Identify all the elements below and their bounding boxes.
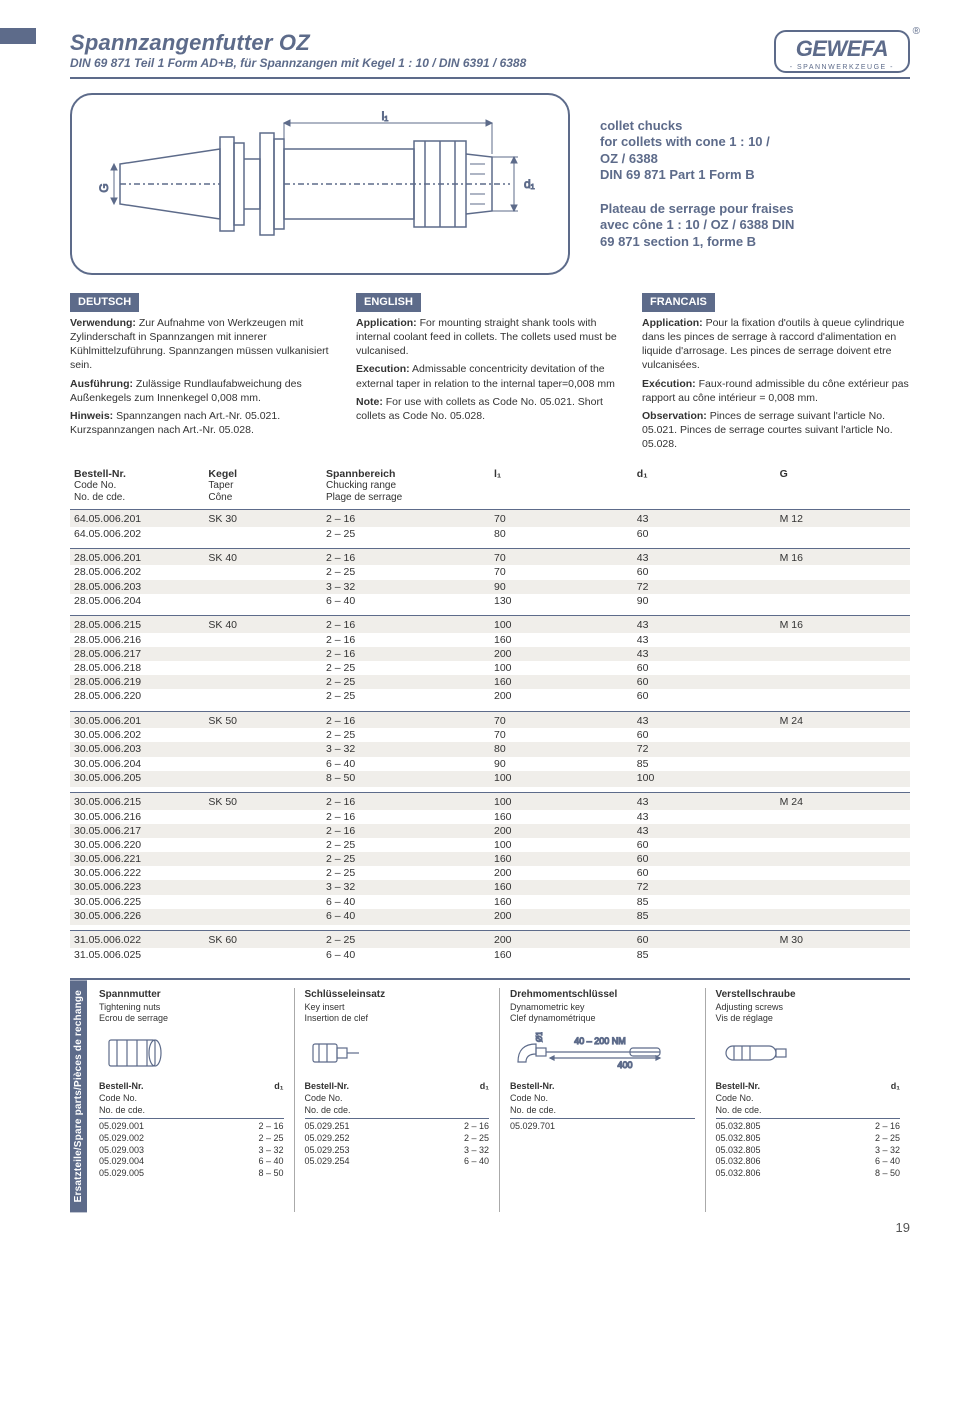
table-row: 64.05.006.201SK 302 – 167043M 12 xyxy=(70,510,910,527)
table-row: 30.05.006.2256 – 4016085 xyxy=(70,895,910,909)
page-subtitle: DIN 69 871 Teil 1 Form AD+B, für Spannza… xyxy=(70,56,526,70)
lang-de: DEUTSCH Verwendung: Zur Aufnahme von Wer… xyxy=(70,293,338,455)
spare-column: VerstellschraubeAdjusting screwsVis de r… xyxy=(705,988,911,1212)
table-row: 30.05.006.2033 – 328072 xyxy=(70,742,910,756)
table-row: 28.05.006.2182 – 2510060 xyxy=(70,661,910,675)
svg-text:Ø16: Ø16 xyxy=(535,1032,544,1042)
table-row: 30.05.006.2022 – 257060 xyxy=(70,728,910,742)
technical-drawing: l₁ d₁ G xyxy=(70,93,570,275)
spare-parts-tab: Ersatzteile/Spare parts/Pièces de rechan… xyxy=(70,980,87,1212)
spare-item: 05.029.2533 – 32 xyxy=(305,1145,490,1157)
col-g: G xyxy=(776,465,910,510)
spare-column: SchlüsseleinsatzKey insertInsertion de c… xyxy=(294,988,500,1212)
table-row: 28.05.006.2192 – 2516060 xyxy=(70,675,910,689)
table-row: 30.05.006.2266 – 4020085 xyxy=(70,909,910,925)
table-row: 30.05.006.201SK 502 – 167043M 24 xyxy=(70,712,910,729)
spare-item: 05.029.0046 – 40 xyxy=(99,1156,284,1168)
table-row: 30.05.006.2212 – 2516060 xyxy=(70,852,910,866)
table-row: 30.05.006.2172 – 1620043 xyxy=(70,824,910,838)
lang-en: ENGLISH Application: For mounting straig… xyxy=(356,293,624,455)
spare-parts-section: Ersatzteile/Spare parts/Pièces de rechan… xyxy=(70,978,910,1212)
spare-item: 05.029.701 xyxy=(510,1121,695,1133)
brand-logo: ® GEWEFA - SPANNWERKZEUGE - xyxy=(774,30,910,73)
spare-item: 05.032.8068 – 50 xyxy=(716,1168,901,1180)
registered-icon: ® xyxy=(913,26,920,37)
table-row: 28.05.006.2046 – 4013090 xyxy=(70,594,910,610)
table-row: 28.05.006.215SK 402 – 1610043M 16 xyxy=(70,616,910,633)
svg-text:400: 400 xyxy=(617,1060,632,1070)
col-code: Bestell-Nr. Code No. No. de cde. xyxy=(70,465,204,510)
lang-fr-head: FRANCAIS xyxy=(642,293,715,312)
col-taper: Kegel Taper Cône xyxy=(204,465,322,510)
lang-de-head: DEUTSCH xyxy=(70,293,139,312)
description-fr: Plateau de serrage pour fraises avec côn… xyxy=(600,201,910,250)
section-tab xyxy=(0,28,36,44)
lang-en-head: ENGLISH xyxy=(356,293,421,312)
table-row: 28.05.006.2172 – 1620043 xyxy=(70,647,910,661)
table-row: 31.05.006.022SK 602 – 2520060M 30 xyxy=(70,931,910,948)
data-table: Bestell-Nr. Code No. No. de cde. Kegel T… xyxy=(70,465,910,969)
spare-column: DrehmomentschlüsselDynamometric keyClef … xyxy=(499,988,705,1212)
table-row: 30.05.006.215SK 502 – 1610043M 24 xyxy=(70,793,910,810)
spare-item: 05.032.8066 – 40 xyxy=(716,1156,901,1168)
page-header: Spannzangenfutter OZ DIN 69 871 Teil 1 F… xyxy=(70,30,910,79)
page-number: 19 xyxy=(70,1220,910,1235)
table-row: 28.05.006.2033 – 329072 xyxy=(70,580,910,594)
col-range: Spannbereich Chucking range Plage de ser… xyxy=(322,465,490,510)
svg-text:G: G xyxy=(97,183,111,192)
table-row: 30.05.006.2046 – 409085 xyxy=(70,757,910,771)
col-l1: l₁ xyxy=(490,465,633,510)
spare-part-icon xyxy=(99,1030,284,1076)
spare-item: 05.029.0033 – 32 xyxy=(99,1145,284,1157)
table-row: 30.05.006.2058 – 50100100 xyxy=(70,771,910,787)
spare-part-icon xyxy=(305,1030,490,1076)
table-row: 31.05.006.0256 – 4016085 xyxy=(70,948,910,964)
spare-item: 05.032.8053 – 32 xyxy=(716,1145,901,1157)
spare-item: 05.029.0012 – 16 xyxy=(99,1121,284,1133)
lang-fr: FRANCAIS Application: Pour la fixation d… xyxy=(642,293,910,455)
spare-item: 05.029.2546 – 40 xyxy=(305,1156,490,1168)
table-row: 30.05.006.2233 – 3216072 xyxy=(70,880,910,894)
svg-text:d₁: d₁ xyxy=(524,177,535,191)
table-row: 28.05.006.2162 – 1616043 xyxy=(70,633,910,647)
logo-text: GEWEFA xyxy=(786,36,898,62)
svg-text:40 – 200 NM: 40 – 200 NM xyxy=(574,1036,626,1046)
table-row: 30.05.006.2222 – 2520060 xyxy=(70,866,910,880)
page-title: Spannzangenfutter OZ xyxy=(70,30,526,56)
table-row: 28.05.006.2022 – 257060 xyxy=(70,565,910,579)
table-row: 30.05.006.2162 – 1616043 xyxy=(70,810,910,824)
table-row: 64.05.006.2022 – 258060 xyxy=(70,527,910,543)
svg-text:l₁: l₁ xyxy=(382,109,389,123)
spare-part-icon: 40 – 200 NM 400 Ø16 xyxy=(510,1030,695,1076)
table-row: 30.05.006.2202 – 2510060 xyxy=(70,838,910,852)
language-descriptions: DEUTSCH Verwendung: Zur Aufnahme von Wer… xyxy=(70,293,910,455)
table-row: 28.05.006.2202 – 2520060 xyxy=(70,689,910,705)
spare-item: 05.029.0022 – 25 xyxy=(99,1133,284,1145)
spare-item: 05.032.8052 – 16 xyxy=(716,1121,901,1133)
spare-item: 05.029.0058 – 50 xyxy=(99,1168,284,1180)
col-d1: d₁ xyxy=(633,465,776,510)
logo-subtitle: - SPANNWERKZEUGE - xyxy=(786,64,898,71)
spare-item: 05.032.8052 – 25 xyxy=(716,1133,901,1145)
table-row: 28.05.006.201SK 402 – 167043M 16 xyxy=(70,549,910,566)
spare-item: 05.029.2522 – 25 xyxy=(305,1133,490,1145)
description-en: collet chucks for collets with cone 1 : … xyxy=(600,118,910,183)
spare-column: SpannmutterTightening nutsEcrou de serra… xyxy=(99,988,294,1212)
spare-part-icon xyxy=(716,1030,901,1076)
spare-item: 05.029.2512 – 16 xyxy=(305,1121,490,1133)
